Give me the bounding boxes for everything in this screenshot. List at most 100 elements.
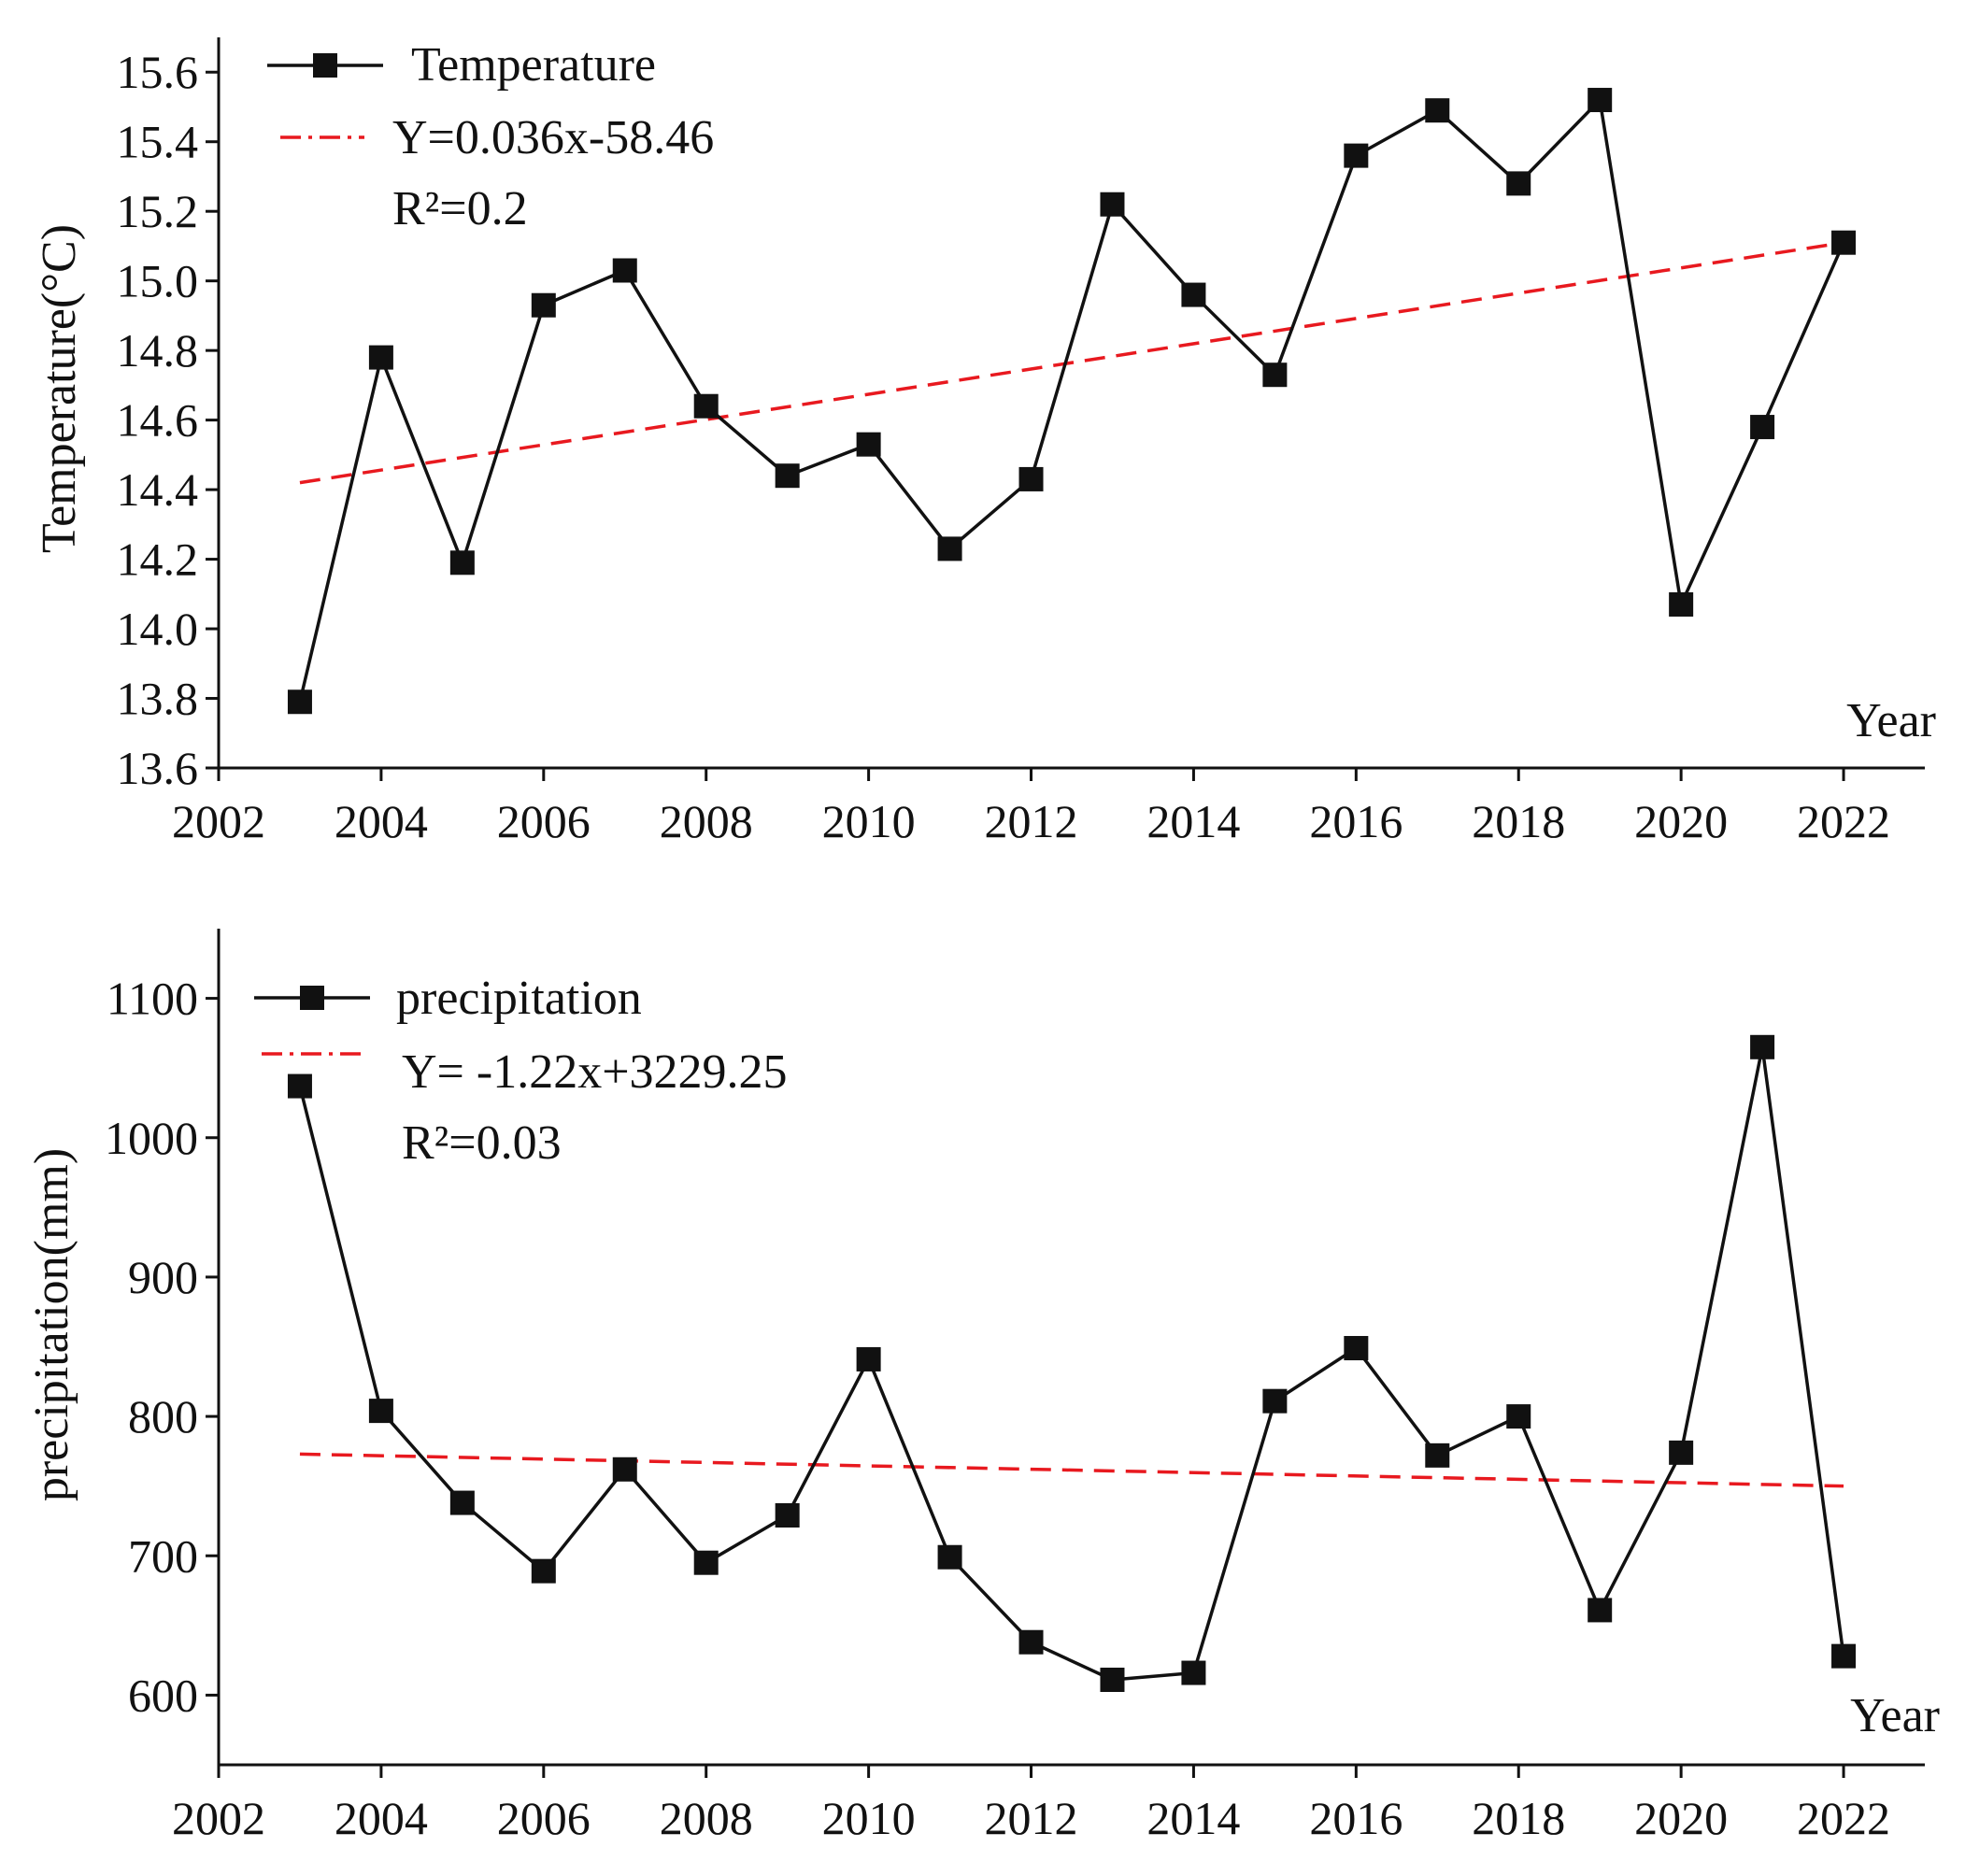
y-tick-label: 14.8 (117, 324, 199, 377)
data-point-marker (856, 1346, 881, 1371)
data-point-marker (937, 1544, 962, 1570)
data-point-marker (1425, 98, 1450, 123)
temperature-chart: 13.6 13.8 14.0 14.2 14.4 14.6 14.8 15.0 15.2 15.4… (33, 37, 1936, 847)
data-point-marker (856, 432, 881, 457)
data-point-marker (1344, 1335, 1369, 1360)
trend-r-squared: R²=0.03 (402, 1116, 562, 1170)
data-point-marker (531, 1558, 556, 1584)
data-point-marker (693, 1550, 719, 1575)
x-tick-label: 2002 (172, 1792, 265, 1844)
x-tick-label: 2002 (172, 795, 265, 847)
legend-series-label: precipitation (396, 972, 642, 1025)
precipitation-series (287, 1034, 1857, 1693)
data-point-marker (368, 1399, 393, 1424)
y-tick-label: 600 (128, 1669, 198, 1721)
y-tick-label: 13.6 (117, 742, 199, 794)
data-point-marker (1750, 1034, 1775, 1059)
x-tick-label: 2012 (985, 795, 1078, 847)
x-tick-label: 2008 (660, 1792, 753, 1844)
x-tick-label: 2022 (1797, 795, 1890, 847)
x-tick-label: 2008 (660, 795, 753, 847)
x-tick-label: 2012 (985, 1792, 1078, 1844)
legend-series-label: Temperature (411, 38, 656, 92)
y-ticks: 13.6 13.8 14.0 14.2 14.4 14.6 14.8 15.0 15.2 15.4… (117, 46, 219, 794)
data-point-marker (1750, 415, 1775, 440)
series-line (298, 98, 1845, 703)
y-tick-label: 15.4 (117, 116, 199, 168)
data-point-marker (449, 550, 475, 576)
trend-equation: Y=0.036x-58.46 (392, 111, 714, 164)
y-tick-label: 14.4 (117, 463, 199, 516)
data-point-marker (287, 689, 312, 715)
y-tick-label: 15.0 (117, 255, 199, 307)
temperature-series (287, 88, 1857, 715)
data-point-marker (1425, 1443, 1450, 1468)
data-point-marker (1018, 1629, 1044, 1655)
x-tick-label: 2004 (335, 1792, 428, 1844)
data-point-marker (1506, 171, 1531, 196)
data-point-marker (1669, 1440, 1694, 1465)
y-tick-label: 1100 (107, 973, 198, 1025)
data-point-marker (1669, 591, 1694, 617)
y-tick-label: 15.6 (117, 46, 199, 98)
x-axis-title: Year (1846, 694, 1936, 747)
legend-marker-swatch (300, 986, 324, 1010)
x-ticks: 2002 2004 2006 2008 2010 2012 2014 2016 2018 2020… (172, 768, 1890, 847)
trendline (299, 1452, 1844, 1488)
y-tick-label: 14.0 (117, 603, 199, 655)
data-point-marker (775, 1502, 800, 1528)
trend-equation: Y= -1.22x+3229.25 (402, 1045, 788, 1099)
x-tick-label: 2022 (1797, 1792, 1890, 1844)
data-point-marker (1018, 466, 1044, 491)
x-tick-label: 2014 (1146, 795, 1240, 847)
legend-marker-swatch (313, 53, 337, 78)
y-tick-label: 1000 (105, 1112, 198, 1164)
data-point-marker (531, 292, 556, 318)
y-tick-label: 700 (128, 1529, 198, 1582)
trendline-path (299, 240, 1844, 485)
y-axis-title: Temperature(°C) (33, 224, 86, 553)
y-tick-label: 13.8 (117, 673, 199, 725)
data-point-marker (1831, 230, 1857, 255)
x-tick-label: 2016 (1309, 795, 1403, 847)
data-point-marker (1588, 88, 1613, 113)
x-tick-label: 2004 (335, 795, 428, 847)
x-tick-label: 2016 (1309, 1792, 1403, 1844)
data-point-marker (1262, 362, 1288, 388)
data-point-marker (287, 1073, 312, 1099)
trendline (299, 240, 1844, 485)
x-tick-label: 2006 (497, 795, 591, 847)
trend-r-squared: R²=0.2 (392, 182, 528, 235)
x-tick-label: 2018 (1472, 1792, 1565, 1844)
y-tick-label: 900 (128, 1251, 198, 1303)
data-point-marker (1344, 143, 1369, 168)
legend: Temperature Y=0.036x-58.46 R²=0.2 (267, 38, 714, 235)
precipitation-chart: 600 700 800 900 1000 1100 2002 2004 2006 2008 201… (25, 929, 1940, 1844)
y-tick-label: 14.6 (117, 394, 199, 447)
x-tick-label: 2010 (822, 795, 916, 847)
data-point-marker (449, 1490, 475, 1515)
x-axis-title: Year (1850, 1689, 1940, 1742)
y-tick-label: 14.2 (117, 533, 199, 586)
legend: precipitation Y= -1.22x+3229.25 R²=0.03 (254, 972, 788, 1170)
series-line (298, 1045, 1845, 1682)
y-tick-label: 15.2 (117, 185, 199, 237)
data-point-marker (1100, 192, 1125, 217)
x-tick-label: 2020 (1634, 1792, 1728, 1844)
data-point-marker (368, 345, 393, 370)
data-point-marker (1588, 1598, 1613, 1623)
data-point-marker (1181, 282, 1206, 307)
y-axis-title: precipitation(mm) (25, 1148, 78, 1501)
trendline-path (299, 1452, 1844, 1488)
data-point-marker (1262, 1388, 1288, 1414)
x-tick-label: 2014 (1146, 1792, 1240, 1844)
data-point-marker (937, 536, 962, 561)
data-point-marker (1831, 1643, 1857, 1669)
data-point-marker (693, 393, 719, 419)
x-tick-label: 2006 (497, 1792, 591, 1844)
data-point-marker (1506, 1404, 1531, 1429)
x-tick-label: 2018 (1472, 795, 1565, 847)
data-point-marker (775, 463, 800, 489)
y-tick-label: 800 (128, 1390, 198, 1443)
